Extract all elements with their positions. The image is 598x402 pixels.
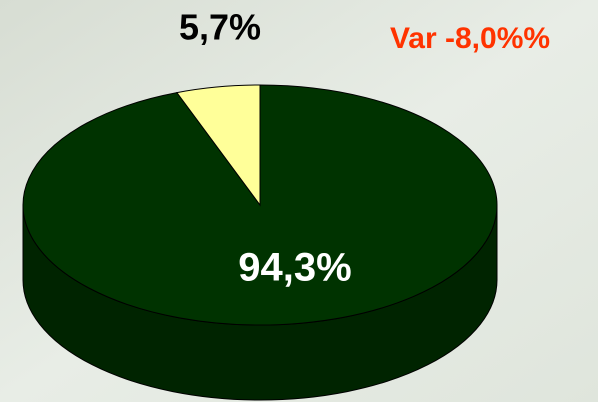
annotation: Var -8,0%%	[390, 22, 550, 55]
pie-slice	[176, 84, 261, 207]
data-label: 94,3%	[238, 246, 351, 290]
data-label: 5,7%	[179, 7, 261, 48]
pie	[22, 84, 498, 401]
